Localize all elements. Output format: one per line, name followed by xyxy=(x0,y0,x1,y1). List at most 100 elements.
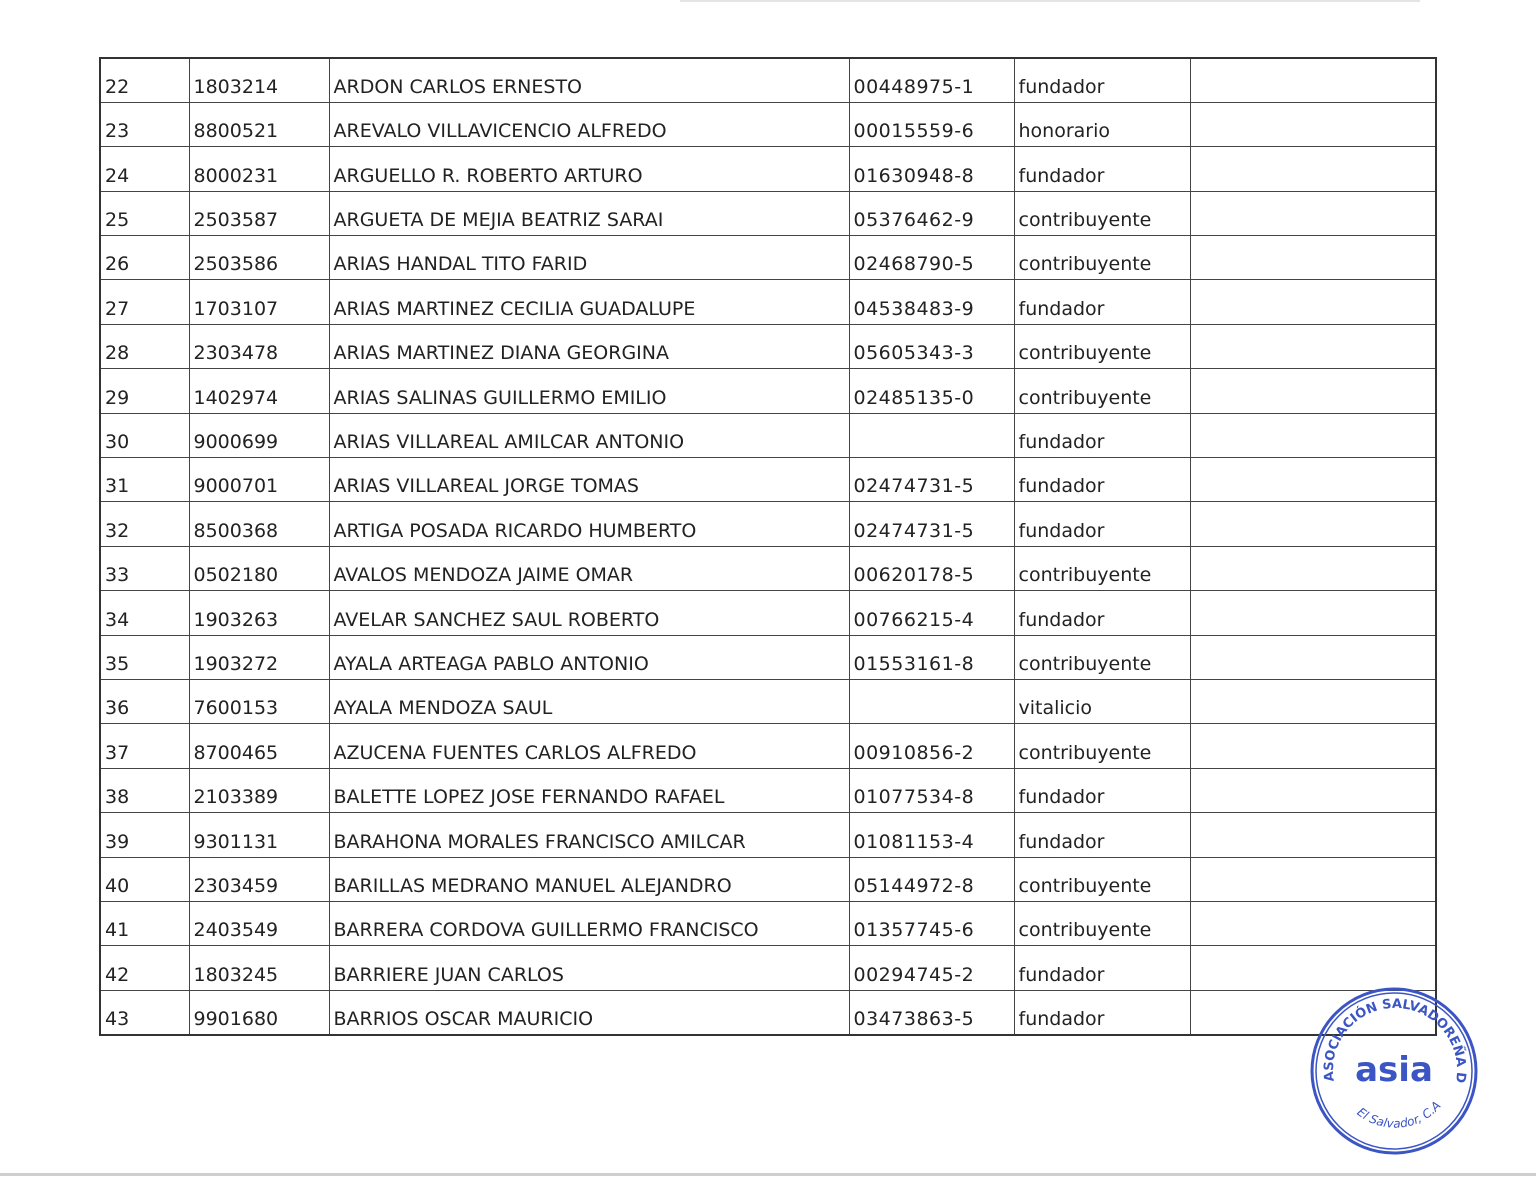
table-row: 39 9301131 BARAHONA MORALES FRANCISCO AMIL… xyxy=(99,812,1437,858)
member-name-cell: BARILLAS MEDRANO MANUEL ALEJANDRO xyxy=(328,856,850,902)
member-type-cell: fundador xyxy=(1013,457,1191,503)
member-code-cell: 7600153 xyxy=(188,678,330,725)
row-number-cell: 38 xyxy=(99,767,190,814)
member-name-cell: AVELAR SANCHEZ SAUL ROBERTO xyxy=(328,590,850,636)
table-row: 40 2303459 BARILLAS MEDRANO MANUEL ALEJAND… xyxy=(99,856,1437,902)
table-row: 31 9000701 ARIAS VILLAREAL JORGE TOMAS 0247… xyxy=(99,457,1437,503)
nit-cell: 00015559-6 xyxy=(848,101,1015,148)
member-name-cell: ARIAS VILLAREAL JORGE TOMAS xyxy=(328,457,850,503)
row-number-cell: 41 xyxy=(99,900,190,947)
row-number-cell: 25 xyxy=(99,190,190,237)
asia-stamp: ASOCIACIÓN SALVADOREÑA DE INGENIEROS Y A… xyxy=(1308,985,1478,1155)
table-row: 23 8800521 AREVALO VILLAVICENCIO ALFREDO 00… xyxy=(99,101,1437,148)
member-name-cell: BALETTE LOPEZ JOSE FERNANDO RAFAEL xyxy=(328,767,850,814)
member-code-cell: 9301131 xyxy=(188,812,330,858)
row-number-cell: 27 xyxy=(99,279,190,325)
table-row: 42 1803245 BARRIERE JUAN CARLOS 00294745-2 f… xyxy=(99,945,1437,991)
scan-edge-bottom xyxy=(0,1173,1536,1176)
nit-cell: 01553161-8 xyxy=(848,634,1015,680)
member-code-cell: 9000699 xyxy=(188,412,330,459)
blank-cell xyxy=(1189,190,1437,237)
nit-cell: 01630948-8 xyxy=(848,146,1015,192)
row-number-cell: 28 xyxy=(99,323,190,370)
member-code-cell: 0502180 xyxy=(188,545,330,592)
row-number-cell: 32 xyxy=(99,501,190,547)
table-row: 37 8700465 AZUCENA FUENTES CARLOS ALFREDO 0… xyxy=(99,723,1437,769)
member-type-cell: fundador xyxy=(1013,945,1191,991)
blank-cell xyxy=(1189,945,1437,991)
member-type-cell: fundador xyxy=(1013,279,1191,325)
nit-cell: 02474731-5 xyxy=(848,457,1015,503)
nit-cell: 05605343-3 xyxy=(848,323,1015,370)
member-type-cell: vitalicio xyxy=(1013,678,1191,725)
blank-cell xyxy=(1189,590,1437,636)
nit-cell: 00448975-1 xyxy=(848,57,1015,103)
blank-cell xyxy=(1189,545,1437,592)
table-row: 43 9901680 BARRIOS OSCAR MAURICIO 03473863-… xyxy=(99,989,1437,1036)
member-type-cell: fundador xyxy=(1013,501,1191,547)
member-type-cell: fundador xyxy=(1013,989,1191,1036)
table-row: 24 8000231 ARGUELLO R. ROBERTO ARTURO 01630… xyxy=(99,146,1437,192)
nit-cell: 03473863-5 xyxy=(848,989,1015,1036)
nit-cell: 00910856-2 xyxy=(848,723,1015,769)
member-type-cell: fundador xyxy=(1013,767,1191,814)
member-code-cell: 1903263 xyxy=(188,590,330,636)
blank-cell xyxy=(1189,146,1437,192)
row-number-cell: 43 xyxy=(99,989,190,1036)
blank-cell xyxy=(1189,57,1437,103)
nit-cell: 02474731-5 xyxy=(848,501,1015,547)
member-type-cell: fundador xyxy=(1013,412,1191,459)
row-number-cell: 29 xyxy=(99,368,190,414)
row-number-cell: 37 xyxy=(99,723,190,769)
row-number-cell: 30 xyxy=(99,412,190,459)
member-name-cell: AREVALO VILLAVICENCIO ALFREDO xyxy=(328,101,850,148)
member-name-cell: ARIAS SALINAS GUILLERMO EMILIO xyxy=(328,368,850,414)
svg-text:asia: asia xyxy=(1355,1050,1433,1090)
row-number-cell: 22 xyxy=(99,57,190,103)
blank-cell xyxy=(1189,457,1437,503)
blank-cell xyxy=(1189,900,1437,947)
member-name-cell: ARIAS MARTINEZ DIANA GEORGINA xyxy=(328,323,850,370)
table-row: 30 9000699 ARIAS VILLAREAL AMILCAR ANTONIO… xyxy=(99,412,1437,459)
row-number-cell: 40 xyxy=(99,856,190,902)
member-code-cell: 8800521 xyxy=(188,101,330,148)
row-number-cell: 26 xyxy=(99,235,190,281)
member-code-cell: 9901680 xyxy=(188,989,330,1036)
nit-cell: 05376462-9 xyxy=(848,190,1015,237)
member-type-cell: contribuyente xyxy=(1013,723,1191,769)
nit-cell xyxy=(848,678,1015,725)
member-code-cell: 2303459 xyxy=(188,856,330,902)
nit-cell: 01077534-8 xyxy=(848,767,1015,814)
member-name-cell: ARIAS HANDAL TITO FARID xyxy=(328,235,850,281)
member-name-cell: BARRERA CORDOVA GUILLERMO FRANCISCO xyxy=(328,900,850,947)
blank-cell xyxy=(1189,678,1437,725)
member-type-cell: fundador xyxy=(1013,812,1191,858)
member-code-cell: 1903272 xyxy=(188,634,330,680)
member-type-cell: contribuyente xyxy=(1013,190,1191,237)
blank-cell xyxy=(1189,412,1437,459)
row-number-cell: 42 xyxy=(99,945,190,991)
row-number-cell: 31 xyxy=(99,457,190,503)
table-row: 27 1703107 ARIAS MARTINEZ CECILIA GUADALUP… xyxy=(99,279,1437,325)
member-name-cell: BARRIOS OSCAR MAURICIO xyxy=(328,989,850,1036)
member-type-cell: contribuyente xyxy=(1013,235,1191,281)
row-number-cell: 39 xyxy=(99,812,190,858)
nit-cell: 00294745-2 xyxy=(848,945,1015,991)
member-code-cell: 2103389 xyxy=(188,767,330,814)
member-code-cell: 8500368 xyxy=(188,501,330,547)
member-name-cell: ARGUETA DE MEJIA BEATRIZ SARAI xyxy=(328,190,850,237)
member-type-cell: contribuyente xyxy=(1013,856,1191,902)
nit-cell: 02468790-5 xyxy=(848,235,1015,281)
member-name-cell: BARRIERE JUAN CARLOS xyxy=(328,945,850,991)
member-code-cell: 2503587 xyxy=(188,190,330,237)
blank-cell xyxy=(1189,501,1437,547)
member-type-cell: contribuyente xyxy=(1013,900,1191,947)
member-code-cell: 2503586 xyxy=(188,235,330,281)
row-number-cell: 36 xyxy=(99,678,190,725)
members-table: 22 1803214 ARDON CARLOS ERNESTO 00448975-1 f… xyxy=(99,57,1437,1036)
row-number-cell: 24 xyxy=(99,146,190,192)
blank-cell xyxy=(1189,856,1437,902)
member-type-cell: contribuyente xyxy=(1013,368,1191,414)
row-number-cell: 35 xyxy=(99,634,190,680)
row-number-cell: 33 xyxy=(99,545,190,592)
